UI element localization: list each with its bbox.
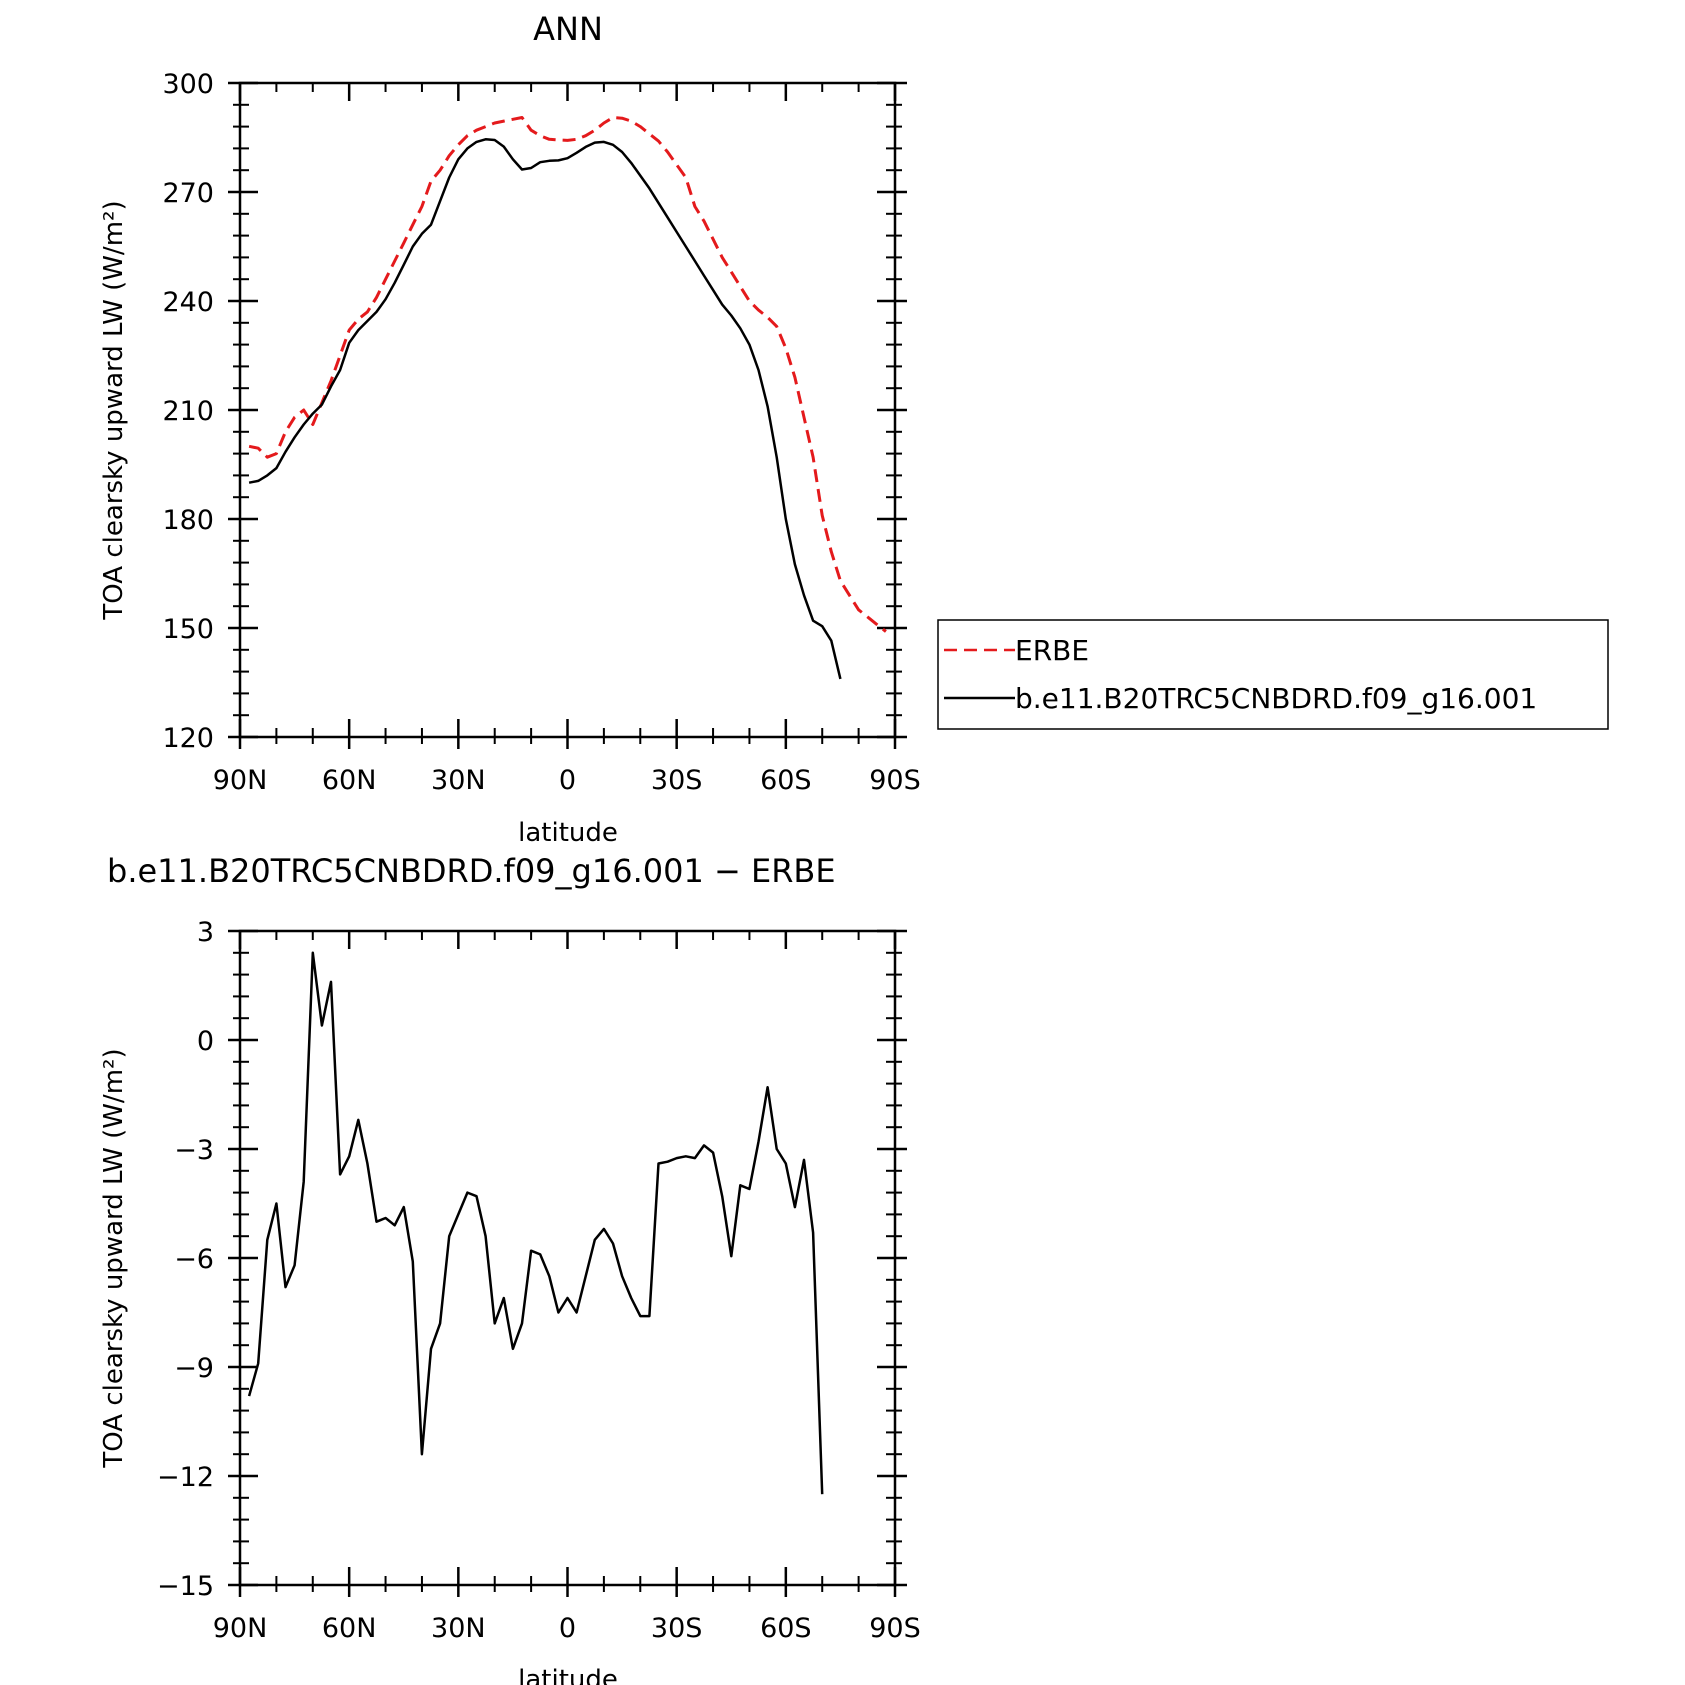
bottom-axes: 90N 60N 30N 0 30S 60S 90S −15 −12 −9 −6 −3 0 3 xyxy=(157,917,921,1644)
bottom-plot-frame xyxy=(238,929,897,1587)
top-x-tick-label: 90S xyxy=(869,765,921,796)
bottom-x-tick-label: 60S xyxy=(760,1613,812,1644)
top-y-tick-label: 300 xyxy=(162,69,214,100)
top-x-tick-label: 60N xyxy=(322,765,377,796)
top-plot-title: ANN xyxy=(533,10,603,48)
top-series xyxy=(248,116,887,680)
bottom-y-axis-title: TOA clearsky upward LW (W/m²) xyxy=(99,1048,129,1468)
legend-box xyxy=(937,619,1609,730)
top-x-axis-title: latitude xyxy=(518,818,618,848)
bottom-y-tick-label: −12 xyxy=(157,1462,214,1493)
bottom-y-tick-label: −3 xyxy=(174,1135,214,1166)
bottom-series-line-0 xyxy=(247,951,824,1495)
top-series-line-erbe xyxy=(248,116,887,633)
bottom-series xyxy=(247,951,824,1495)
legend-label-model: b.e11.B20TRC5CNBDRD.f09_g16.001 xyxy=(1015,682,1537,715)
bottom-y-tick-label: −6 xyxy=(174,1244,214,1275)
top-y-tick-label: 180 xyxy=(162,505,214,536)
top-x-tick-label: 0 xyxy=(559,765,576,796)
top-y-tick-label: 240 xyxy=(162,287,214,318)
bottom-x-tick-label: 0 xyxy=(559,1613,576,1644)
legend-label-erbe: ERBE xyxy=(1015,634,1089,667)
bottom-x-tick-label: 90S xyxy=(869,1613,921,1644)
bottom-x-axis-title: latitude xyxy=(518,1665,618,1685)
bottom-x-tick-label: 30S xyxy=(651,1613,703,1644)
legend: ERBE b.e11.B20TRC5CNBDRD.f09_g16.001 xyxy=(937,619,1609,730)
bottom-y-tick-label: 3 xyxy=(197,917,214,948)
top-y-axis-title: TOA clearsky upward LW (W/m²) xyxy=(99,200,129,620)
bottom-y-tick-label: −9 xyxy=(174,1353,214,1384)
bottom-x-tick-label: 30N xyxy=(431,1613,486,1644)
top-series-line-b-e11-b20trc5cnbdrd-f09-g16-001 xyxy=(248,138,842,680)
bottom-x-tick-label: 90N xyxy=(213,1613,268,1644)
top-x-tick-label: 60S xyxy=(760,765,812,796)
bottom-panel: b.e11.B20TRC5CNBDRD.f09_g16.001 − ERBE 9… xyxy=(99,852,921,1685)
top-panel: ANN 90N 60N 30N 0 30S 60S 90S 120 150 180 210 240 27… xyxy=(99,10,1609,848)
top-y-tick-label: 210 xyxy=(162,396,214,427)
top-x-tick-label: 30N xyxy=(431,765,486,796)
top-y-tick-label: 150 xyxy=(162,614,214,645)
bottom-y-tick-label: 0 xyxy=(197,1026,214,1057)
top-plot-frame xyxy=(238,81,897,739)
top-x-tick-label: 90N xyxy=(213,765,268,796)
top-axes: 90N 60N 30N 0 30S 60S 90S 120 150 180 210 240 270 300 xyxy=(162,69,920,796)
top-x-tick-label: 30S xyxy=(651,765,703,796)
bottom-x-tick-label: 60N xyxy=(322,1613,377,1644)
top-y-tick-label: 120 xyxy=(162,723,214,754)
bottom-plot-title: b.e11.B20TRC5CNBDRD.f09_g16.001 − ERBE xyxy=(107,852,836,890)
top-y-tick-label: 270 xyxy=(162,178,214,209)
bottom-y-tick-label: −15 xyxy=(157,1571,214,1602)
